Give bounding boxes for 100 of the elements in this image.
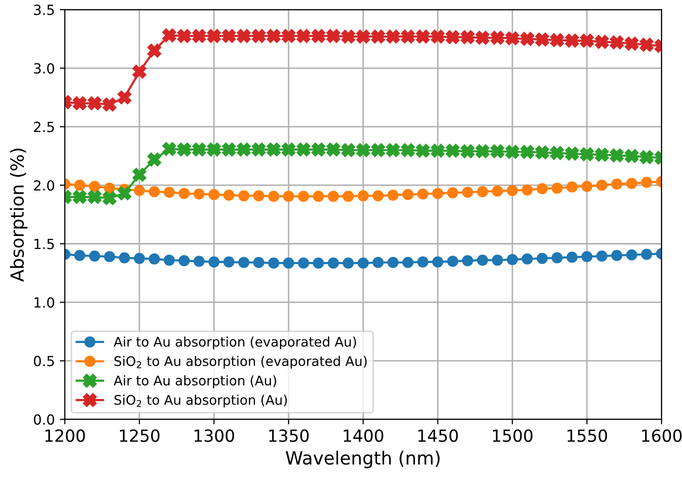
point (492, 186, 503, 197)
point (611, 178, 622, 190)
point (462, 186, 474, 198)
point (326, 142, 340, 156)
legend-label: SiO$_{2}$ to Au absorption (Au) (114, 394, 287, 408)
point (296, 29, 310, 43)
point (505, 144, 520, 159)
point (178, 188, 190, 199)
point (192, 142, 206, 156)
point (430, 144, 445, 158)
point (266, 142, 281, 156)
point (611, 250, 622, 262)
point (596, 250, 608, 262)
point (268, 190, 280, 202)
point (416, 144, 430, 158)
point (506, 254, 518, 266)
point (536, 183, 548, 194)
point (536, 252, 548, 264)
point (341, 30, 356, 44)
point (132, 168, 146, 182)
point (476, 144, 490, 158)
point (208, 189, 220, 200)
point (147, 152, 162, 166)
point (223, 256, 234, 268)
point (356, 30, 370, 44)
point (566, 252, 578, 263)
x-tick-label: 1350 (269, 429, 309, 442)
point (236, 29, 251, 43)
point (490, 30, 504, 45)
y-tick-label: 0.5 (34, 356, 54, 366)
point (402, 189, 414, 200)
y-tick-label: 3.5 (34, 4, 54, 16)
point (328, 258, 339, 269)
point (207, 29, 221, 43)
point (298, 190, 310, 202)
point (118, 90, 132, 104)
point (535, 146, 550, 160)
point (460, 30, 475, 44)
point (490, 144, 504, 158)
point (162, 28, 176, 42)
point (236, 142, 251, 156)
point (372, 190, 384, 202)
y-tick-label: 1.0 (34, 297, 54, 308)
point (387, 190, 399, 201)
point (566, 181, 578, 193)
point (252, 142, 266, 156)
point (178, 255, 190, 266)
point (492, 254, 503, 266)
x-tick-label: 1200 (45, 429, 85, 442)
x-tick-label: 1450 (418, 429, 458, 442)
point (194, 188, 205, 200)
point (342, 258, 354, 269)
point (641, 176, 652, 188)
x-tick-label: 1400 (344, 429, 384, 442)
point (177, 142, 192, 156)
point (88, 96, 102, 110)
point (624, 149, 639, 163)
point (222, 29, 236, 43)
point (132, 64, 146, 79)
point (89, 180, 100, 192)
point (282, 142, 296, 156)
point (446, 30, 460, 44)
point (640, 38, 654, 52)
point (104, 182, 116, 194)
x-tick-label: 1250 (120, 429, 160, 442)
point (520, 32, 534, 46)
point (610, 148, 624, 162)
point (641, 248, 652, 260)
point (162, 142, 176, 156)
point (72, 96, 87, 110)
legend-label: SiO$_{2}$ to Au absorption (evaporated Au) (114, 356, 367, 369)
point (581, 251, 592, 262)
legend-label: Air to Au absorption (evaporated Au) (114, 336, 356, 350)
point (74, 250, 86, 262)
point (386, 30, 400, 44)
x-tick-label: 1300 (194, 429, 234, 442)
point (400, 30, 415, 44)
point (522, 253, 533, 265)
point (118, 186, 132, 200)
point (312, 190, 324, 202)
point (102, 98, 116, 112)
point (446, 144, 460, 158)
point (207, 142, 221, 156)
point (222, 142, 236, 156)
point (253, 190, 264, 202)
point (148, 253, 160, 265)
point (580, 147, 594, 162)
x-tick-label: 1500 (492, 429, 532, 442)
point (610, 35, 624, 50)
point (283, 190, 294, 202)
point (298, 258, 310, 269)
point (134, 184, 145, 196)
point (148, 186, 160, 198)
point (208, 256, 220, 268)
point (164, 186, 175, 198)
y-tick-label: 3.0 (34, 63, 54, 74)
point (565, 34, 579, 48)
point (402, 256, 414, 268)
point (626, 249, 638, 260)
point (358, 190, 369, 202)
